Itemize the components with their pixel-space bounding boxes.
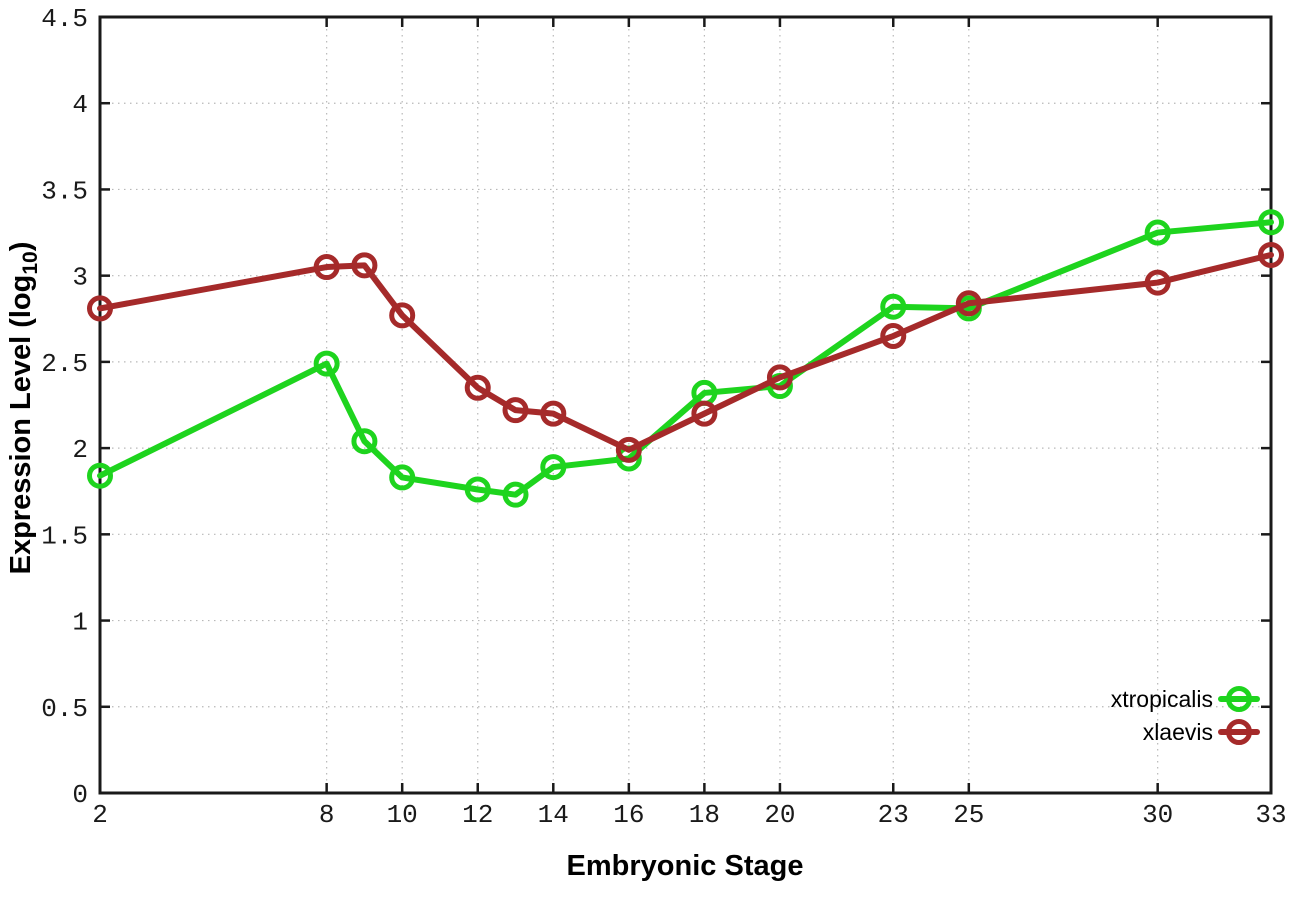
series-xtropicalis-marker <box>87 462 113 489</box>
plot-border <box>98 15 1273 795</box>
legend-item-xtropicalis: xtropicalis <box>1111 686 1213 712</box>
series-xlaevis-marker <box>313 254 340 281</box>
y-tick-label: 1.5 <box>41 521 88 551</box>
series-xtropicalis-marker <box>313 350 340 377</box>
legend-samples-layer <box>1218 686 1260 745</box>
legend: xtropicalis xlaevis <box>1111 686 1213 745</box>
x-tick-label: 10 <box>387 800 418 830</box>
series-xlaevis-marker <box>351 252 378 279</box>
y-tick-label: 3.5 <box>41 176 88 206</box>
series-xlaevis-marker <box>87 295 113 322</box>
x-tick-label: 16 <box>613 800 644 830</box>
series-xlaevis-marker <box>766 364 793 391</box>
series-xtropicalis-marker <box>1258 209 1284 236</box>
x-tick-label: 2 <box>92 800 108 830</box>
series-xtropicalis-marker <box>540 454 567 481</box>
series-layer <box>87 209 1284 508</box>
y-axis-label-main: Expression Level (log <box>5 275 37 575</box>
series-xtropicalis-line <box>97 219 1274 498</box>
series-xlaevis-marker <box>1258 241 1284 268</box>
y-axis-label-subscript: 10 <box>19 251 42 274</box>
series-xtropicalis-marker <box>464 476 491 503</box>
series-xlaevis-marker <box>615 436 642 463</box>
series-xlaevis-marker <box>464 374 491 401</box>
legend-sample-xlaevis-marker <box>1226 719 1252 745</box>
y-tick-label: 4.5 <box>41 4 88 34</box>
x-tick-label: 18 <box>689 800 720 830</box>
x-tick-label: 23 <box>878 800 909 830</box>
series-xtropicalis-marker <box>880 293 907 320</box>
y-tick-label: 3 <box>72 263 88 293</box>
axis-layer: 2 8 10 12 14 16 18 20 23 25 30 33 0 0.5 1 1.5 2 2.5 3 3.5 4 4… <box>41 4 1286 830</box>
series-xtropicalis-marker <box>1144 219 1171 246</box>
x-tick-label: 12 <box>462 800 493 830</box>
x-tick-label: 33 <box>1255 800 1286 830</box>
x-tick-label: 14 <box>538 800 569 830</box>
y-tick-label: 0.5 <box>41 694 88 724</box>
series-xtropicalis-marker <box>389 464 416 491</box>
legend-sample-xtropicalis-marker <box>1226 686 1252 712</box>
x-tick-label: 8 <box>319 800 335 830</box>
y-tick-label: 2 <box>72 435 88 465</box>
series-xlaevis-line <box>97 251 1274 453</box>
series-xtropicalis-marker <box>502 481 529 508</box>
series-xlaevis-marker <box>502 397 529 424</box>
x-tick-label: 20 <box>764 800 795 830</box>
series-xlaevis-marker <box>691 400 718 427</box>
series-xlaevis-marker <box>540 400 567 427</box>
series-xlaevis-marker <box>880 323 907 350</box>
y-axis-label-close: ) <box>5 242 37 252</box>
x-axis-label: Embryonic Stage <box>567 850 804 882</box>
y-axis-label: Expression Level (log10) <box>5 242 42 575</box>
y-tick-label: 4 <box>72 90 88 120</box>
y-tick-label: 1 <box>72 608 88 638</box>
legend-item-xlaevis: xlaevis <box>1143 719 1213 745</box>
x-tick-label: 30 <box>1142 800 1173 830</box>
series-xlaevis-marker <box>389 302 416 329</box>
series-xlaevis-marker <box>1144 269 1171 296</box>
series-xlaevis-marker <box>955 290 982 317</box>
series-xtropicalis-marker <box>351 428 378 455</box>
x-tick-label: 25 <box>953 800 984 830</box>
y-tick-label: 0 <box>72 780 88 810</box>
grid-layer <box>100 17 1271 793</box>
y-tick-label: 2.5 <box>41 349 88 379</box>
